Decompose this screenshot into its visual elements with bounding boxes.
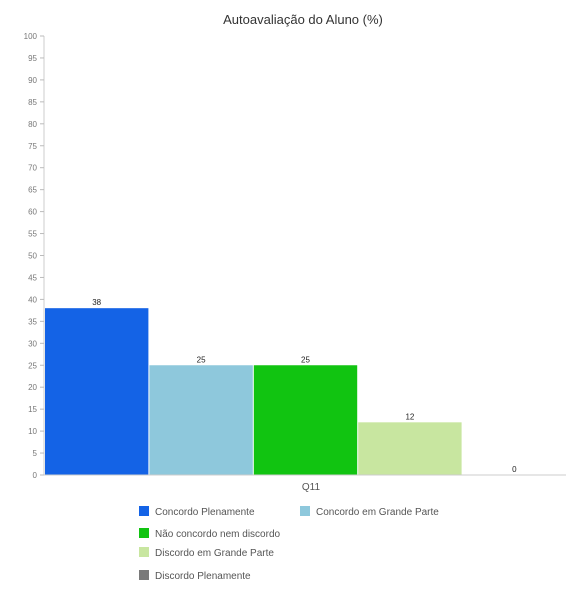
y-tick-label: 50 — [28, 252, 37, 261]
y-tick-label: 5 — [33, 449, 38, 458]
y-tick-label: 30 — [28, 339, 37, 348]
y-tick-label: 0 — [33, 471, 38, 480]
x-axis: Q11 — [44, 474, 566, 493]
y-tick-label: 95 — [28, 54, 37, 63]
legend-label: Discordo em Grande Parte — [155, 548, 274, 559]
bar-value-label: 25 — [301, 355, 310, 364]
data-labels: 38 25 25 12 0 — [92, 298, 517, 474]
y-tick-label: 15 — [28, 405, 37, 414]
legend-swatch — [139, 570, 149, 580]
legend-label: Concordo Plenamente — [155, 507, 255, 518]
bar-value-label: 0 — [512, 465, 517, 474]
y-tick-label: 55 — [28, 230, 37, 239]
y-tick-label: 45 — [28, 273, 37, 282]
legend-swatch — [139, 528, 149, 538]
y-tick-label: 25 — [28, 361, 37, 370]
legend-item[interactable]: Discordo Plenamente — [139, 570, 251, 582]
bar-value-label: 25 — [197, 355, 206, 364]
legend-swatch — [139, 547, 149, 557]
bar — [253, 365, 358, 475]
y-tick-label: 65 — [28, 186, 37, 195]
bar-value-label: 38 — [92, 298, 101, 307]
legend-item[interactable]: Não concordo nem discordo — [139, 528, 281, 540]
y-tick-label: 70 — [28, 164, 37, 173]
chart-title: Autoavaliação do Aluno (%) — [223, 12, 383, 27]
bar — [149, 365, 253, 475]
y-tick-label: 100 — [24, 32, 38, 41]
legend-swatch — [300, 506, 310, 516]
y-tick-label: 10 — [28, 427, 37, 436]
y-tick-label: 75 — [28, 142, 37, 151]
bar-value-label: 12 — [405, 412, 414, 421]
legend-item[interactable]: Discordo em Grande Parte — [139, 547, 274, 559]
y-tick-label: 85 — [28, 98, 37, 107]
y-tick-label: 40 — [28, 295, 37, 304]
legend-label: Não concordo nem discordo — [155, 529, 281, 540]
y-axis: 1009590858075706560555045403530252015105… — [24, 32, 45, 480]
legend-swatch — [139, 506, 149, 516]
y-tick-label: 80 — [28, 120, 37, 129]
bar — [358, 422, 462, 475]
x-category-label: Q11 — [302, 482, 321, 493]
bar — [45, 308, 149, 475]
y-tick-label: 20 — [28, 383, 37, 392]
legend-label: Concordo em Grande Parte — [316, 507, 439, 518]
y-tick-label: 35 — [28, 317, 37, 326]
legend: Concordo Plenamente Concordo em Grande Pa… — [139, 506, 439, 582]
legend-item[interactable]: Concordo em Grande Parte — [300, 506, 439, 518]
legend-label: Discordo Plenamente — [155, 571, 251, 582]
legend-item[interactable]: Concordo Plenamente — [139, 506, 255, 518]
bars — [45, 308, 462, 475]
y-tick-label: 60 — [28, 208, 37, 217]
y-tick-label: 90 — [28, 76, 37, 85]
